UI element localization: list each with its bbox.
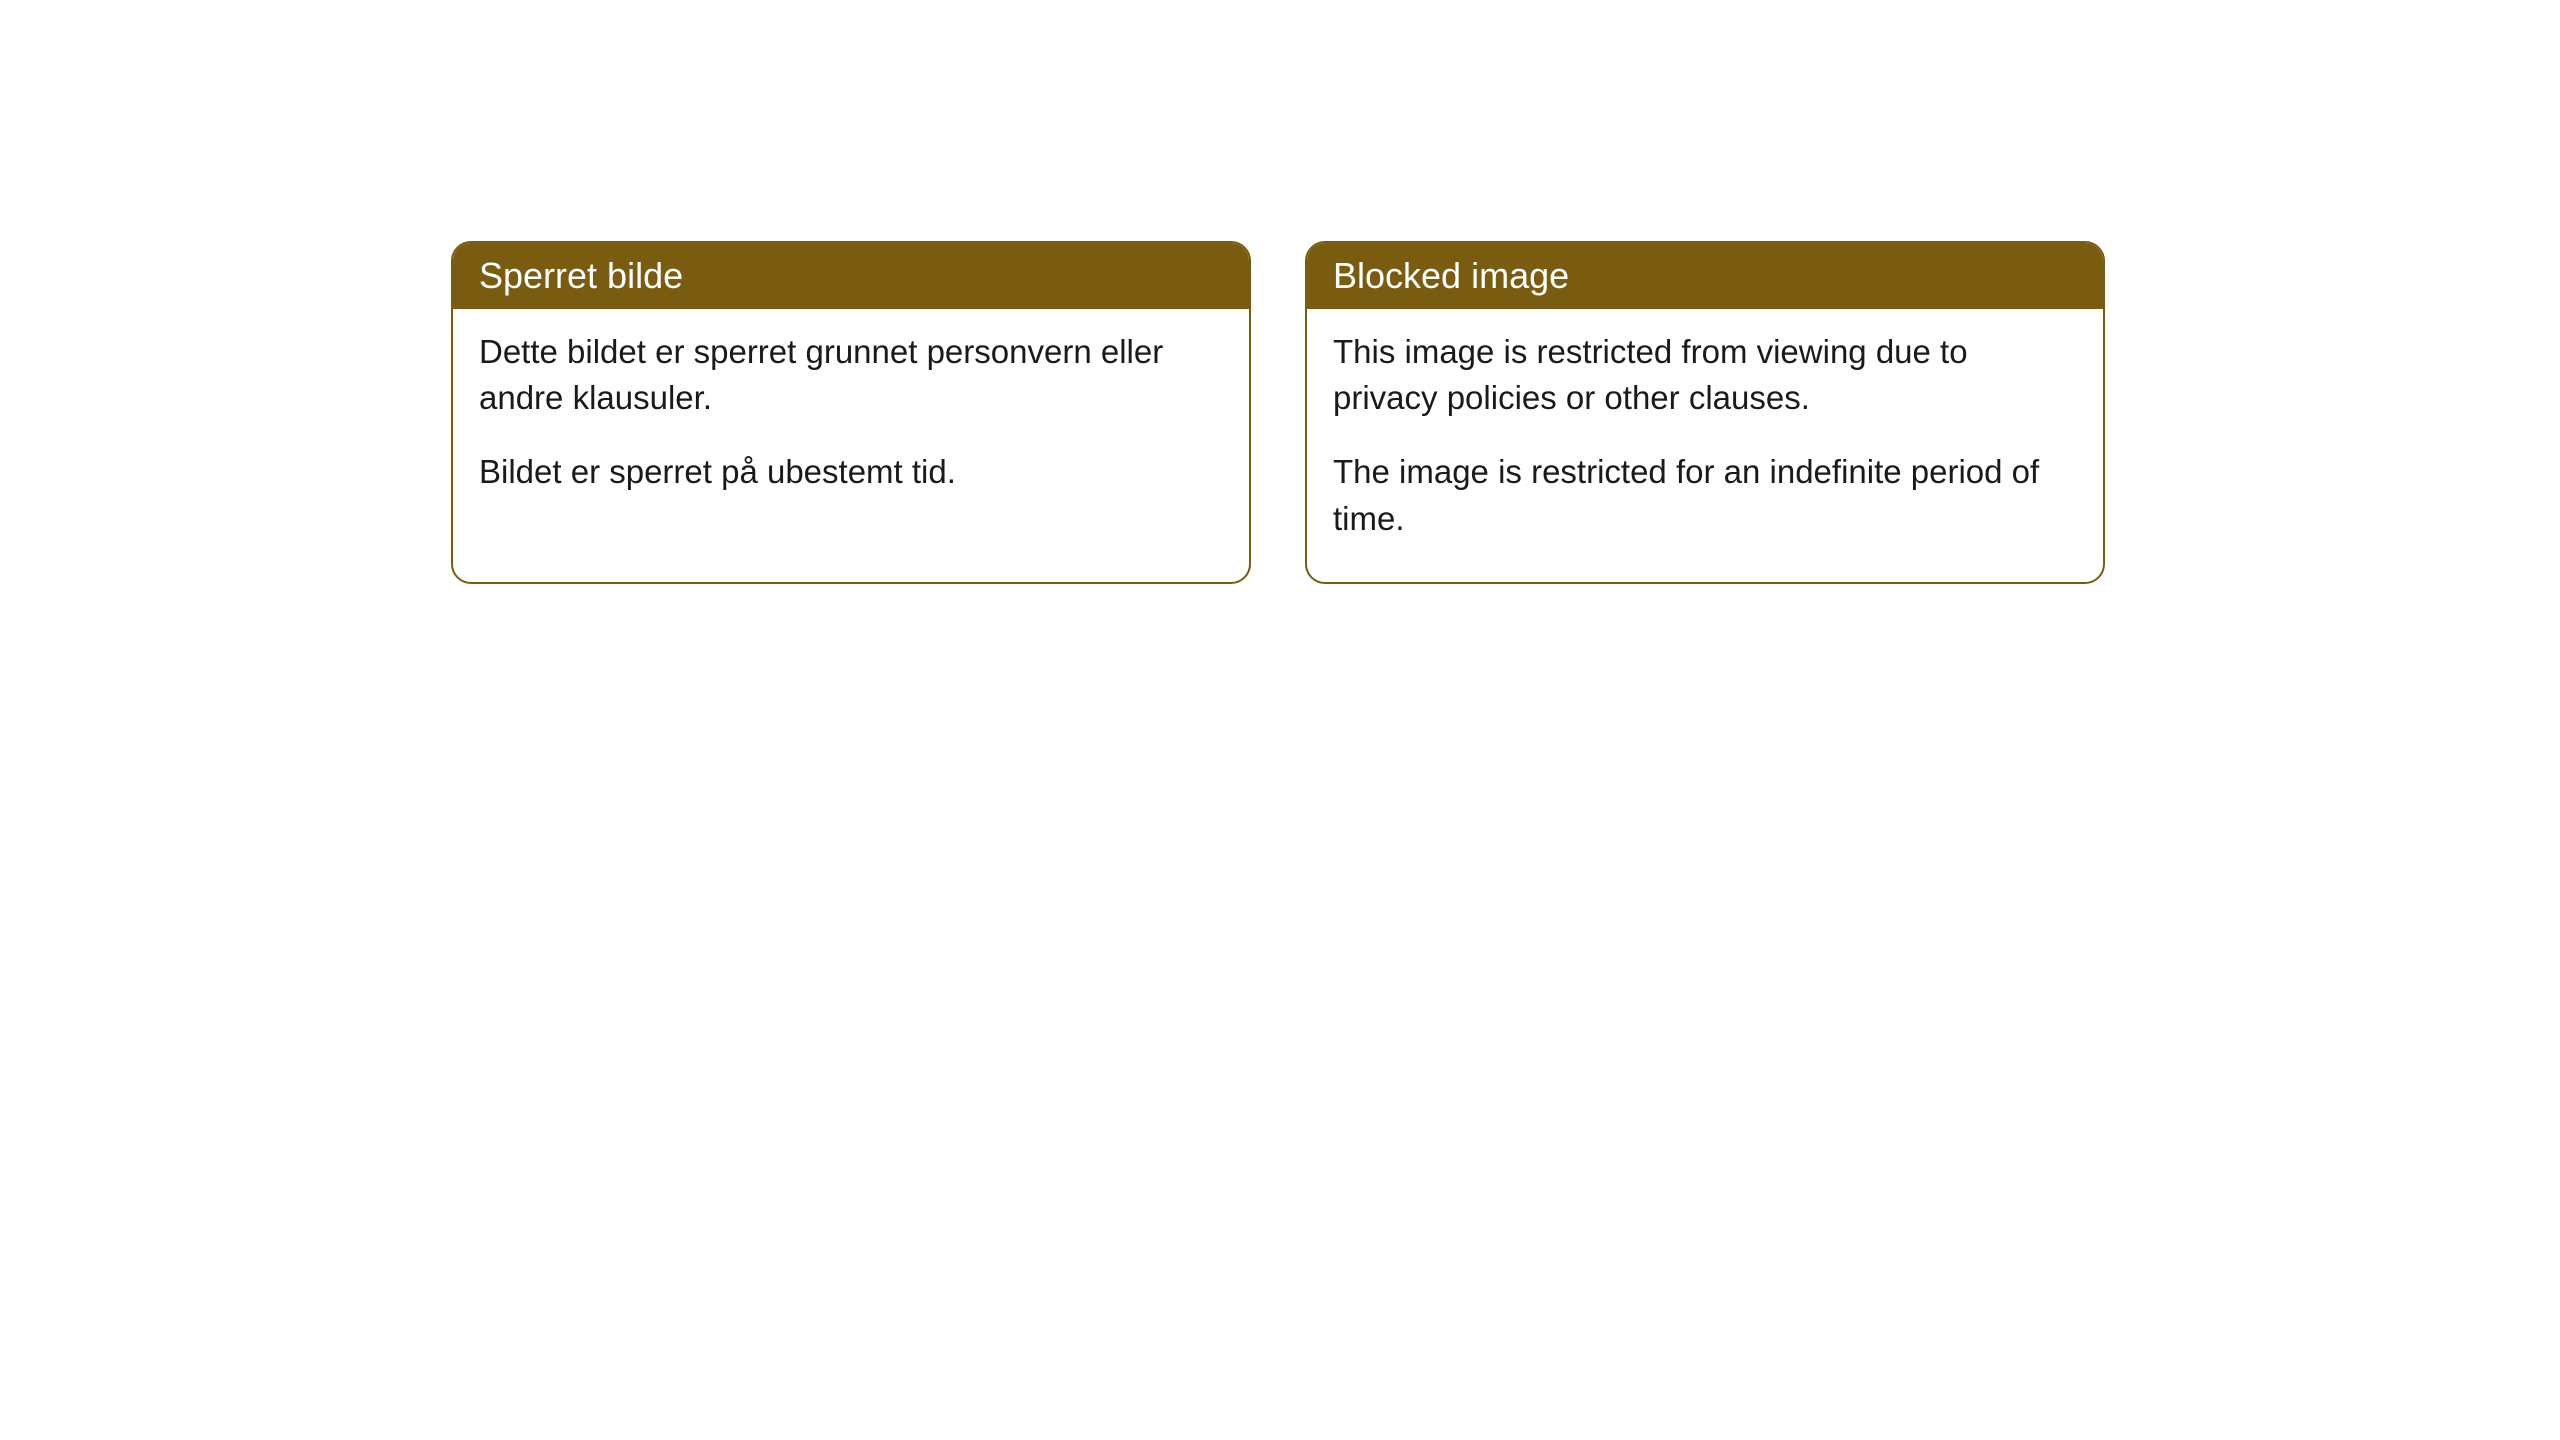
- card-body: This image is restricted from viewing du…: [1307, 309, 2103, 582]
- card-body: Dette bildet er sperret grunnet personve…: [453, 309, 1249, 536]
- card-title: Blocked image: [1333, 255, 1569, 296]
- card-paragraph: This image is restricted from viewing du…: [1333, 329, 2077, 421]
- card-paragraph: Bildet er sperret på ubestemt tid.: [479, 449, 1223, 495]
- card-paragraph: Dette bildet er sperret grunnet personve…: [479, 329, 1223, 421]
- notice-card-english: Blocked image This image is restricted f…: [1305, 241, 2105, 584]
- card-header: Sperret bilde: [453, 243, 1249, 309]
- cards-container: Sperret bilde Dette bildet er sperret gr…: [451, 241, 2105, 584]
- card-paragraph: The image is restricted for an indefinit…: [1333, 449, 2077, 541]
- notice-card-norwegian: Sperret bilde Dette bildet er sperret gr…: [451, 241, 1251, 584]
- card-title: Sperret bilde: [479, 255, 683, 296]
- card-header: Blocked image: [1307, 243, 2103, 309]
